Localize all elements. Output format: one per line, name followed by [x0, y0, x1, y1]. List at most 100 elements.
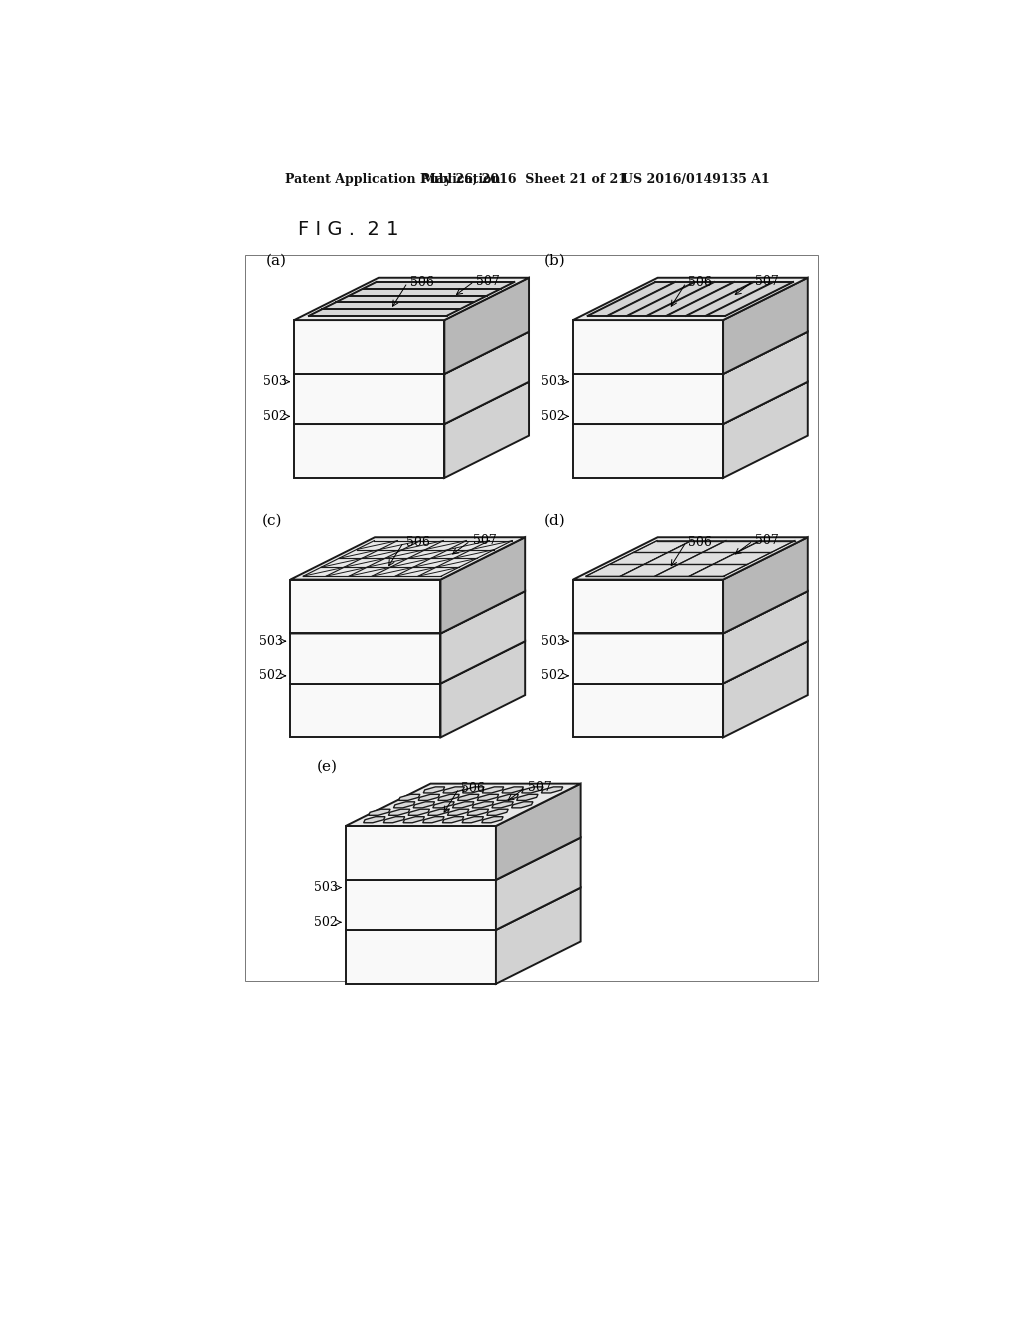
Polygon shape [418, 795, 439, 800]
Polygon shape [723, 277, 808, 374]
Polygon shape [644, 553, 702, 565]
Polygon shape [291, 579, 440, 634]
Text: 502: 502 [542, 669, 565, 682]
Polygon shape [440, 591, 525, 684]
Text: F I G .  2 1: F I G . 2 1 [298, 219, 399, 239]
Polygon shape [364, 282, 514, 289]
Text: 507: 507 [756, 275, 779, 288]
Polygon shape [346, 784, 581, 826]
Polygon shape [492, 801, 513, 808]
Polygon shape [453, 801, 474, 808]
Polygon shape [572, 591, 808, 634]
Polygon shape [572, 374, 723, 424]
Polygon shape [309, 309, 460, 315]
Polygon shape [408, 809, 429, 816]
Polygon shape [388, 809, 410, 816]
Polygon shape [572, 277, 808, 321]
Polygon shape [443, 787, 464, 793]
Polygon shape [481, 817, 503, 822]
Text: (d): (d) [544, 513, 565, 527]
Polygon shape [291, 537, 525, 579]
Polygon shape [291, 634, 440, 684]
Polygon shape [723, 331, 808, 424]
Text: 502: 502 [314, 916, 338, 929]
Polygon shape [667, 282, 754, 315]
Polygon shape [364, 817, 385, 822]
Polygon shape [654, 565, 713, 577]
Text: (a): (a) [265, 253, 287, 268]
Text: US 2016/0149135 A1: US 2016/0149135 A1 [622, 173, 770, 186]
Polygon shape [723, 381, 808, 478]
Polygon shape [572, 537, 808, 579]
Polygon shape [572, 331, 808, 374]
Text: 507: 507 [528, 781, 552, 793]
Polygon shape [423, 817, 444, 822]
Polygon shape [336, 296, 487, 302]
Text: (c): (c) [262, 513, 283, 527]
Polygon shape [346, 929, 496, 983]
Polygon shape [686, 282, 773, 315]
Text: 507: 507 [756, 535, 779, 548]
Polygon shape [517, 795, 538, 800]
Polygon shape [444, 331, 529, 424]
Text: 502: 502 [259, 669, 283, 682]
Text: 503: 503 [262, 375, 287, 388]
Text: 502: 502 [263, 409, 287, 422]
Polygon shape [572, 321, 723, 374]
Text: 506: 506 [688, 276, 713, 289]
Polygon shape [502, 787, 523, 793]
Text: 507: 507 [473, 535, 497, 548]
Polygon shape [572, 381, 808, 424]
Polygon shape [294, 277, 529, 321]
Polygon shape [294, 381, 529, 424]
Polygon shape [521, 787, 543, 793]
Polygon shape [393, 801, 415, 808]
Text: (b): (b) [544, 253, 565, 268]
Polygon shape [383, 817, 404, 822]
Text: 506: 506 [461, 781, 485, 795]
Text: (e): (e) [317, 760, 338, 774]
Polygon shape [572, 424, 723, 478]
Polygon shape [689, 565, 748, 577]
Polygon shape [472, 801, 494, 808]
Polygon shape [442, 817, 464, 822]
Polygon shape [542, 787, 563, 793]
Polygon shape [607, 282, 694, 315]
Polygon shape [423, 787, 444, 793]
Text: 506: 506 [688, 536, 713, 549]
Polygon shape [609, 553, 668, 565]
Polygon shape [346, 838, 581, 880]
Polygon shape [413, 801, 434, 808]
Polygon shape [323, 302, 474, 309]
Polygon shape [428, 809, 450, 816]
Polygon shape [668, 541, 726, 553]
Polygon shape [706, 282, 794, 315]
Polygon shape [291, 684, 440, 738]
Polygon shape [679, 553, 736, 565]
Text: 503: 503 [542, 375, 565, 388]
Polygon shape [702, 541, 761, 553]
Polygon shape [723, 642, 808, 738]
Polygon shape [736, 541, 795, 553]
Polygon shape [627, 282, 715, 315]
Text: 506: 506 [410, 276, 433, 289]
Polygon shape [447, 809, 469, 816]
Polygon shape [444, 381, 529, 478]
Text: 503: 503 [542, 635, 565, 648]
Polygon shape [723, 537, 808, 634]
Polygon shape [438, 795, 460, 800]
Polygon shape [433, 801, 455, 808]
Polygon shape [294, 424, 444, 478]
Polygon shape [458, 795, 479, 800]
Polygon shape [477, 795, 499, 800]
Polygon shape [482, 787, 504, 793]
Polygon shape [572, 579, 723, 634]
Polygon shape [497, 795, 518, 800]
Polygon shape [646, 282, 734, 315]
Polygon shape [572, 642, 808, 684]
Polygon shape [586, 565, 644, 577]
Polygon shape [369, 809, 390, 816]
Polygon shape [467, 809, 488, 816]
Polygon shape [496, 784, 581, 880]
Polygon shape [346, 880, 496, 929]
